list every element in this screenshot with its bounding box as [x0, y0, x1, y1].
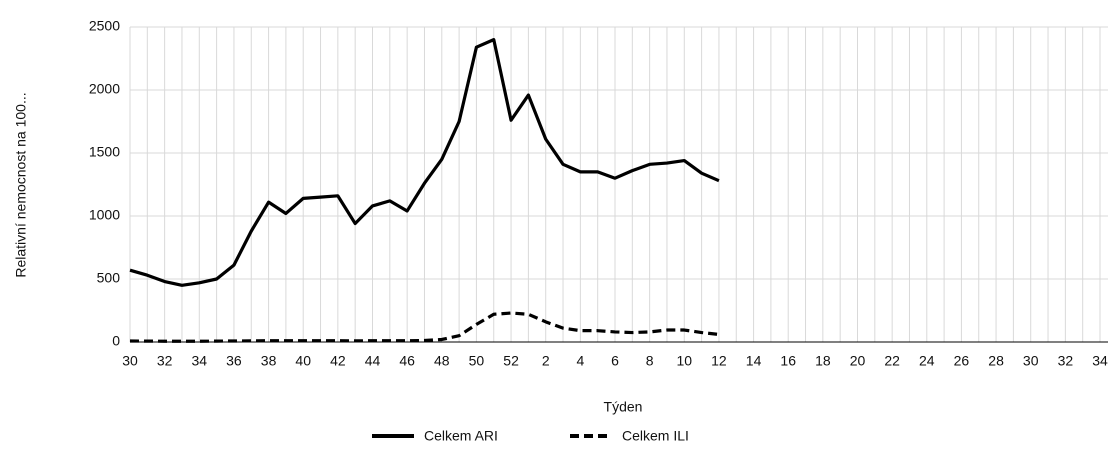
legend-label: Celkem ARI	[424, 428, 498, 444]
y-tick-label: 2500	[89, 18, 120, 34]
x-tick-label: 44	[365, 353, 381, 369]
x-tick-label: 12	[711, 353, 727, 369]
y-tick-label: 500	[97, 270, 121, 286]
x-tick-label: 20	[850, 353, 866, 369]
line	[129, 38, 720, 287]
x-tick-label: 4	[576, 353, 584, 369]
x-tick-label: 6	[611, 353, 619, 369]
x-tick-label: 10	[676, 353, 692, 369]
y-tick-label: 1500	[89, 144, 120, 160]
x-tick-label: 40	[295, 353, 311, 369]
x-tick-label: 38	[261, 353, 277, 369]
y-tick-label: 0	[112, 333, 120, 349]
x-tick-label: 48	[434, 353, 450, 369]
y-axis-label: Relativní nemocnost na 100...	[13, 92, 29, 277]
x-tick-label: 32	[1058, 353, 1074, 369]
x-tick-label: 34	[191, 353, 207, 369]
x-tick-label: 52	[503, 353, 519, 369]
x-tick-label: 42	[330, 353, 346, 369]
x-tick-label: 18	[815, 353, 831, 369]
x-axis-label: Týden	[604, 399, 643, 415]
x-tick-label: 46	[399, 353, 415, 369]
x-tick-label: 8	[646, 353, 654, 369]
y-tick-label: 2000	[89, 81, 120, 97]
x-tick-label: 26	[954, 353, 970, 369]
x-tick-label: 30	[122, 353, 138, 369]
x-tick-label: 2	[542, 353, 550, 369]
x-tick-label: 16	[780, 353, 796, 369]
x-tick-label: 50	[469, 353, 485, 369]
x-tick-label: 34	[1092, 353, 1108, 369]
x-tick-label: 32	[157, 353, 173, 369]
x-tick-label: 30	[1023, 353, 1039, 369]
x-tick-label: 14	[746, 353, 762, 369]
line	[129, 311, 720, 343]
x-tick-label: 36	[226, 353, 242, 369]
x-tick-label: 28	[988, 353, 1004, 369]
legend-label: Celkem ILI	[622, 428, 689, 444]
x-tick-label: 22	[884, 353, 900, 369]
y-tick-label: 1000	[89, 207, 120, 223]
x-tick-label: 24	[919, 353, 935, 369]
